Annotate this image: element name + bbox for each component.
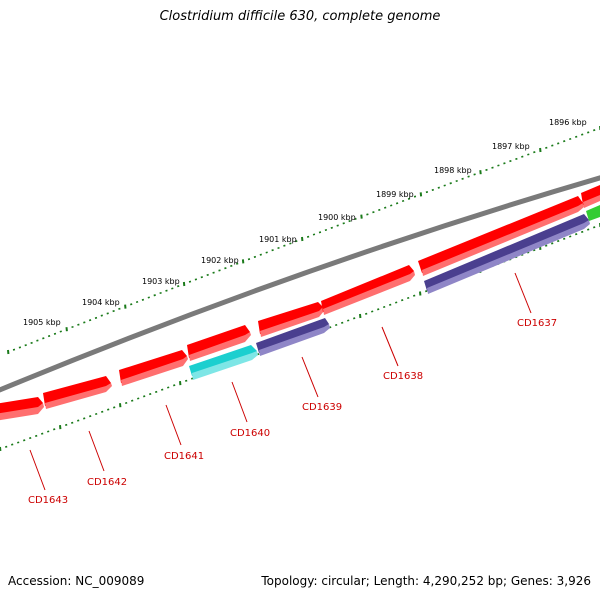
scale-label-1896: 1896 kbp xyxy=(549,118,587,127)
gene-label-cd1640[interactable]: CD1640 xyxy=(230,428,270,439)
genome-summary-text: Topology: circular; Length: 4,290,252 bp… xyxy=(261,574,591,588)
gene-arrow-fwd-2[interactable] xyxy=(43,376,112,409)
reverse-strand-genes xyxy=(189,205,600,380)
gene-label-cd1638[interactable]: CD1638 xyxy=(383,371,423,382)
scale-label-1899: 1899 kbp xyxy=(376,190,414,199)
gene-label-cd1637[interactable]: CD1637 xyxy=(517,318,557,329)
leader-cd1640 xyxy=(231,381,248,423)
gene-arrow-rev-cyan[interactable] xyxy=(189,345,258,380)
outer-scale-ticks xyxy=(7,126,600,355)
gene-label-cd1643[interactable]: CD1643 xyxy=(28,495,68,506)
scale-label-1903: 1903 kbp xyxy=(142,277,180,286)
gene-arrow-fwd-6[interactable] xyxy=(321,265,415,315)
forward-strand-genes xyxy=(0,185,600,421)
gene-arrow-fwd-8[interactable] xyxy=(581,185,600,208)
leader-cd1638 xyxy=(381,326,399,367)
gene-arrow-fwd-5[interactable] xyxy=(258,302,324,337)
leader-cd1639 xyxy=(301,356,319,398)
scale-label-1904: 1904 kbp xyxy=(82,298,120,307)
gene-label-cd1642[interactable]: CD1642 xyxy=(87,477,127,488)
gene-label-cd1641[interactable]: CD1641 xyxy=(164,451,204,462)
gene-arrow-fwd-1[interactable] xyxy=(0,397,44,421)
gene-arrow-rev-green[interactable] xyxy=(586,205,600,221)
genome-backbone xyxy=(0,175,600,393)
scale-labels: 1896 kbp 1897 kbp 1898 kbp 1899 kbp 1900… xyxy=(23,118,587,327)
map-title: Clostridium difficile 630, complete geno… xyxy=(159,9,441,24)
gene-leader-lines xyxy=(29,272,532,491)
scale-label-1905: 1905 kbp xyxy=(23,318,61,327)
gene-arrow-rev-blue-1[interactable] xyxy=(256,318,330,356)
gene-arrow-fwd-3[interactable] xyxy=(119,350,188,386)
scale-label-1900: 1900 kbp xyxy=(318,213,356,222)
accession-text: Accession: NC_009089 xyxy=(8,574,145,588)
scale-label-1901: 1901 kbp xyxy=(259,235,297,244)
leader-cd1642 xyxy=(88,430,105,472)
gene-arrow-rev-blue-2[interactable] xyxy=(424,214,590,294)
gene-arrow-fwd-7[interactable] xyxy=(418,196,584,276)
scale-label-1898: 1898 kbp xyxy=(434,166,472,175)
gene-label-cd1639[interactable]: CD1639 xyxy=(302,402,342,413)
gene-labels: CD1637 CD1638 CD1639 CD1640 CD1641 CD164… xyxy=(28,318,557,506)
scale-label-1902: 1902 kbp xyxy=(201,256,239,265)
leader-cd1641 xyxy=(165,404,182,446)
leader-cd1643 xyxy=(29,449,46,491)
scale-label-1897: 1897 kbp xyxy=(492,142,530,151)
leader-cd1637 xyxy=(514,272,532,314)
gene-arrow-fwd-4[interactable] xyxy=(187,325,251,361)
